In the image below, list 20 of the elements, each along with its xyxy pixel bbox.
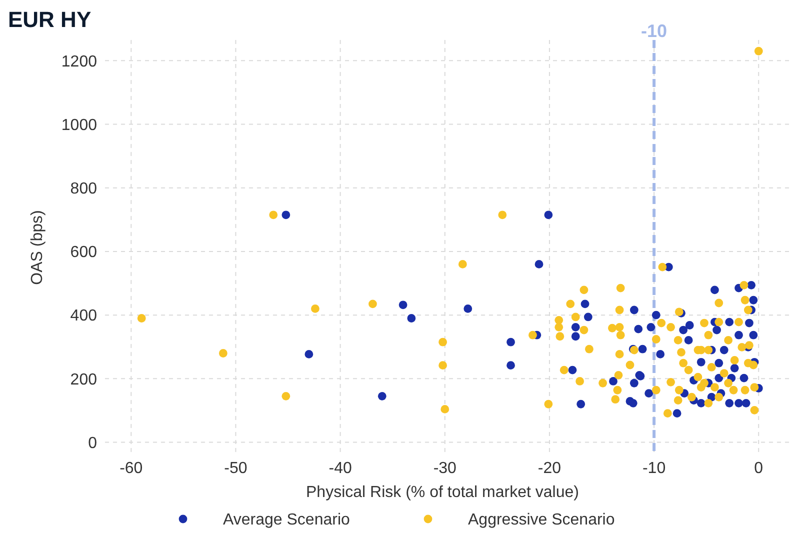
x-axis-title: Physical Risk (% of total market value) bbox=[306, 484, 579, 501]
y-axis-title: OAS (bps) bbox=[29, 210, 46, 285]
x-tick-label: -30 bbox=[433, 460, 457, 477]
y-tick-label: 600 bbox=[70, 244, 98, 262]
legend-label: Average Scenario bbox=[223, 512, 350, 529]
x-tick-label: -60 bbox=[120, 460, 143, 477]
x-tick-label: 0 bbox=[754, 460, 764, 477]
x-tick-label: -50 bbox=[224, 460, 248, 477]
y-tick-label: 0 bbox=[88, 434, 98, 452]
y-tick-label: 1000 bbox=[61, 116, 98, 134]
y-tick-label: 800 bbox=[70, 180, 98, 198]
y-tick-label: 200 bbox=[70, 371, 98, 388]
x-tick-label: -40 bbox=[328, 460, 352, 477]
x-tick-label: -10 bbox=[642, 460, 666, 477]
ref-line-label: -10 bbox=[641, 21, 668, 41]
y-tick-label: 400 bbox=[70, 308, 98, 325]
x-tick-label: -20 bbox=[538, 460, 562, 477]
y-tick-label: 1200 bbox=[61, 53, 98, 70]
chart-title: EUR HY bbox=[8, 7, 92, 32]
legend-label: Aggressive Scenario bbox=[468, 512, 615, 529]
